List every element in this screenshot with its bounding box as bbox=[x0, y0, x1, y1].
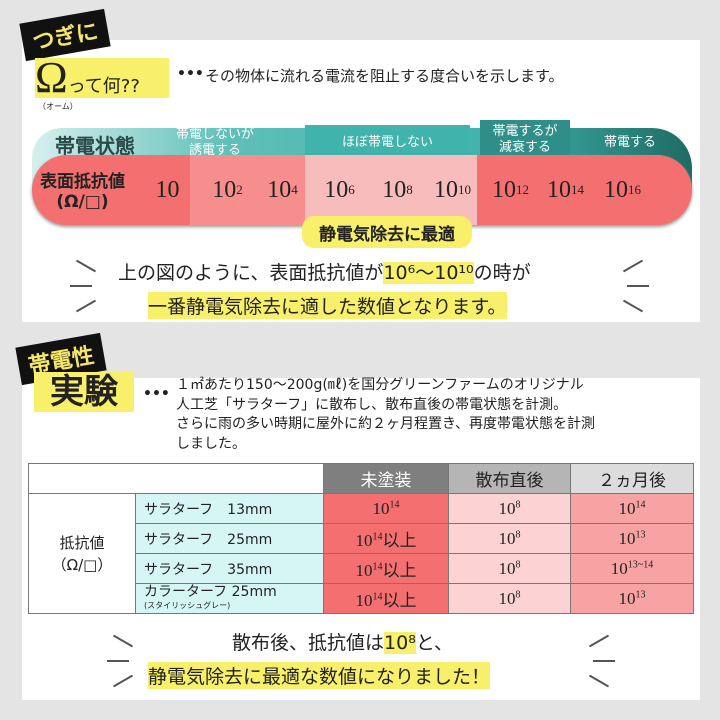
table-row: カラーターフ 25mm (スタイリッシュグレー) 1014以上 108 1013 bbox=[29, 583, 694, 614]
table-row: サラターフ 35mm 1014以上 108 1013~14 bbox=[29, 553, 694, 584]
omega-symbol: Ω bbox=[35, 53, 68, 102]
value-exp: 10 bbox=[458, 182, 471, 197]
row-label-unit: （Ω/□） bbox=[51, 555, 113, 574]
omega-definition: その物体に流れる電流を阻止する度合いを示します。 bbox=[205, 67, 564, 85]
cell-value: 1013 bbox=[570, 523, 694, 554]
cell-value: 108 bbox=[448, 523, 571, 554]
dots: ••• bbox=[177, 66, 204, 82]
header-after-spray: 散布直後 bbox=[448, 463, 571, 494]
value-10e4: 10 4 bbox=[255, 155, 310, 225]
value-10: 10 bbox=[140, 155, 195, 225]
value-base: 10 bbox=[267, 176, 292, 203]
product-name: サラターフ 13mm bbox=[135, 493, 324, 524]
state-decay: 帯電するが 減衰する bbox=[480, 120, 570, 160]
emphasis-mark bbox=[70, 285, 92, 287]
value-10e2: 10 2 bbox=[200, 155, 255, 225]
value-10e12: 10 12 bbox=[483, 155, 538, 225]
value-base: 10 bbox=[547, 176, 571, 203]
cell-value: 1014以上 bbox=[323, 583, 449, 614]
resistance-label: 表面抵抗値 (Ω/□) bbox=[40, 172, 125, 212]
omega-reading: （オーム） bbox=[38, 102, 78, 111]
conclusion-value: 10⁸ bbox=[384, 632, 416, 654]
value-base: 10 bbox=[212, 176, 237, 203]
table-row: 抵抗値 （Ω/□） サラターフ 13mm 1014 108 1014 bbox=[28, 493, 694, 614]
cell-value: 108 bbox=[448, 583, 571, 614]
value-10e10: 10 10 bbox=[425, 155, 480, 225]
state-almost-none: ほぼ帯電しない bbox=[305, 125, 470, 160]
mid-range-shade bbox=[190, 155, 305, 225]
description-line: さらに雨の多い時期に屋外に約２ヶ月程置き、再度帯電状態を計測 bbox=[176, 416, 596, 432]
value-base: 10 bbox=[382, 176, 407, 203]
optimal-range-shade bbox=[305, 155, 477, 225]
result-conclusion-1: 散布後、抵抗値は10⁸と、 bbox=[232, 628, 453, 655]
conclusion-text: 上の図のように、表面抵抗値が bbox=[118, 262, 384, 284]
conclusion-1: 上の図のように、表面抵抗値が10⁶〜10¹⁰の時が bbox=[118, 258, 531, 285]
header-untreated: 未塗装 bbox=[323, 463, 449, 494]
cell-value: 1014以上 bbox=[323, 523, 449, 554]
table-corner bbox=[28, 463, 324, 494]
value-base: 10 bbox=[604, 176, 628, 203]
emphasis-mark bbox=[627, 285, 649, 287]
description-line: しました。 bbox=[176, 435, 246, 452]
results-table: 未塗装 散布直後 ２ヵ月後 抵抗値 （Ω/□） サラターフ 13mm 1014 1… bbox=[28, 463, 694, 614]
optimal-badge: 静電気除去に最適 bbox=[302, 216, 472, 248]
description-line: １㎡あたり150〜200g(㎖)を国分グリーンファームのオリジナル bbox=[176, 377, 584, 393]
resistance-unit: (Ω/□) bbox=[56, 192, 109, 212]
product-name: サラターフ 25mm bbox=[135, 523, 324, 554]
value-base: 10 bbox=[155, 176, 180, 203]
value-exp: 14 bbox=[571, 182, 584, 197]
value-10e16: 10 16 bbox=[595, 155, 650, 225]
experiment-description: １㎡あたり150〜200g(㎖)を国分グリーンファームのオリジナル 人工芝「サラ… bbox=[176, 376, 595, 454]
state-label: 帯電状態 bbox=[55, 134, 135, 158]
value-exp: 4 bbox=[291, 182, 298, 197]
conclusion-text: の時が bbox=[473, 262, 531, 284]
value-exp: 16 bbox=[628, 182, 641, 197]
table-header-row: 未塗装 散布直後 ２ヵ月後 bbox=[28, 463, 694, 494]
resistance-label-text: 表面抵抗値 bbox=[40, 172, 125, 192]
value-base: 10 bbox=[492, 176, 516, 203]
cell-value: 1014 bbox=[323, 493, 449, 524]
conclusion-2: 一番静電気除去に適した数値となります。 bbox=[148, 292, 507, 319]
row-label: 抵抗値 （Ω/□） bbox=[28, 493, 136, 614]
description-line: 人工芝「サラターフ」に散布し、散布直後の帯電状態を計測。 bbox=[176, 396, 568, 413]
conclusion-range: 10⁶〜10¹⁰ bbox=[383, 262, 474, 284]
state-charged: 帯電する bbox=[603, 134, 656, 150]
cell-value: 1014 bbox=[570, 493, 694, 524]
product-name: サラターフ 35mm bbox=[135, 553, 324, 584]
product-name: カラーターフ 25mm (スタイリッシュグレー) bbox=[135, 583, 324, 614]
cell-value: 1013 bbox=[570, 583, 694, 614]
value-exp: 12 bbox=[516, 182, 529, 197]
value-10e8: 10 8 bbox=[370, 155, 425, 225]
value-10e6: 10 6 bbox=[312, 155, 367, 225]
result-conclusion-2: 静電気除去に最適な数値になりました！ bbox=[148, 662, 491, 689]
cell-value: 1014以上 bbox=[323, 553, 449, 584]
emphasis-mark bbox=[107, 660, 129, 662]
emphasis-mark bbox=[593, 660, 615, 662]
conclusion-text: と、 bbox=[415, 632, 454, 654]
value-exp: 2 bbox=[236, 182, 243, 197]
dots: ••• bbox=[143, 386, 170, 402]
value-base: 10 bbox=[434, 176, 458, 203]
cell-value: 108 bbox=[448, 493, 571, 524]
cell-value: 1013~14 bbox=[570, 553, 694, 584]
value-exp: 6 bbox=[348, 182, 355, 197]
row-label-text: 抵抗値 bbox=[59, 533, 105, 552]
experiment-title: 実験 bbox=[34, 372, 134, 412]
state-induce: 帯電しないが 誘電する bbox=[175, 126, 254, 158]
omega-title: Ω って何?? bbox=[35, 53, 169, 102]
conclusion-text: 散布後、抵抗値は bbox=[232, 632, 385, 654]
table-row: サラターフ 25mm 1014以上 108 1013 bbox=[29, 523, 694, 554]
value-10e14: 10 14 bbox=[538, 155, 593, 225]
cell-value: 108 bbox=[448, 553, 571, 584]
header-two-months: ２ヵ月後 bbox=[570, 463, 694, 494]
value-base: 10 bbox=[324, 176, 349, 203]
omega-suffix: って何?? bbox=[67, 76, 140, 97]
value-exp: 8 bbox=[406, 182, 413, 197]
